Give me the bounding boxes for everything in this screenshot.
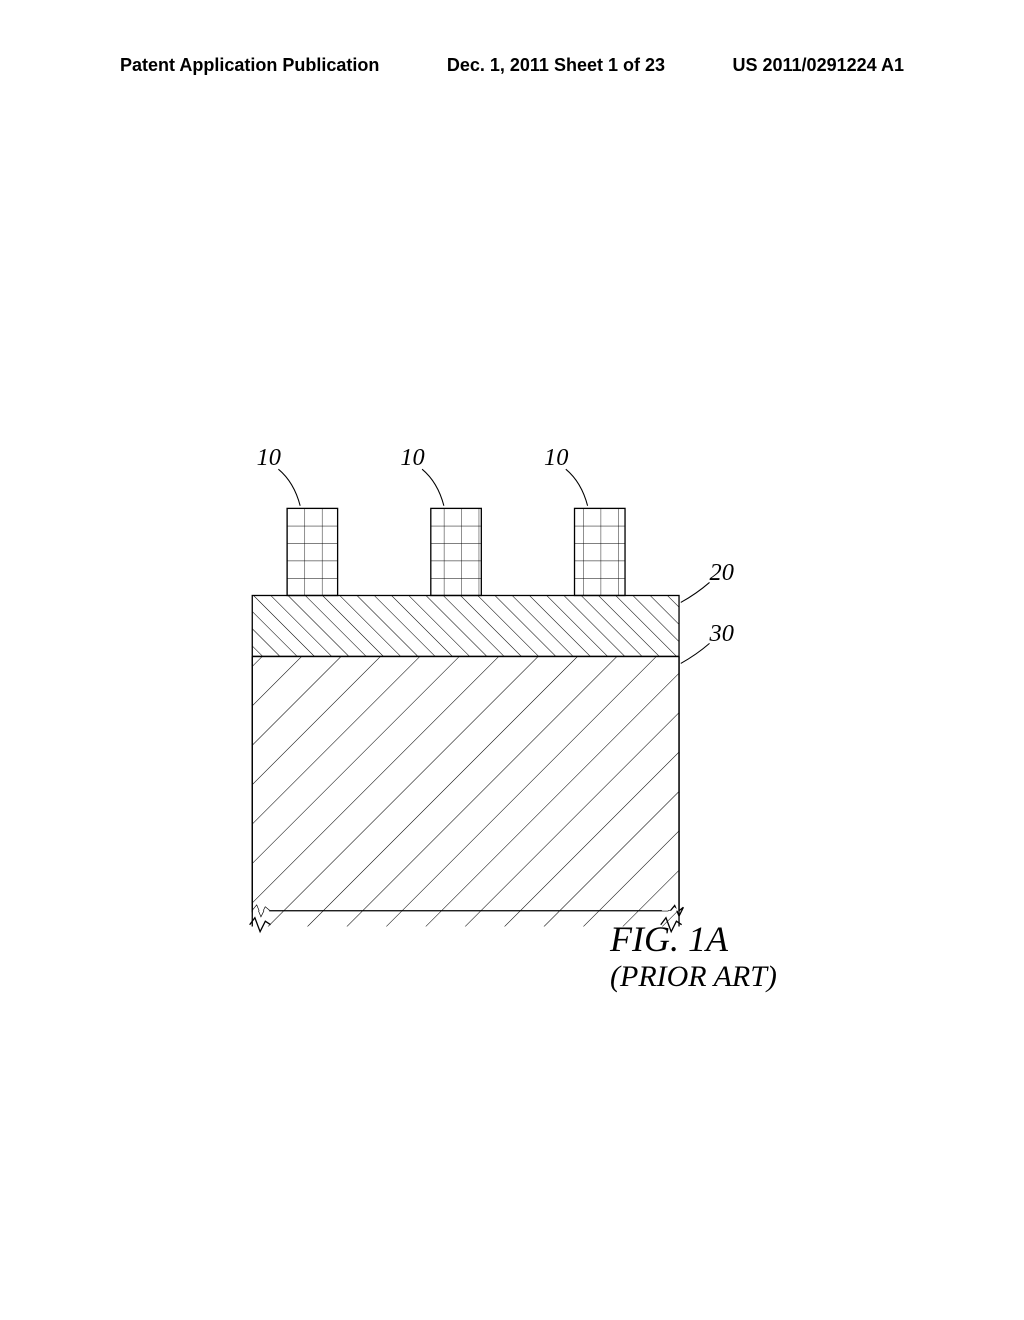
label-10-a: 10 bbox=[257, 444, 281, 471]
substrate-layer bbox=[252, 656, 679, 926]
leader-20 bbox=[681, 582, 710, 602]
leader-30 bbox=[681, 643, 710, 663]
leader-10-a bbox=[278, 469, 300, 506]
leader-10-b bbox=[422, 469, 444, 506]
page-header: Patent Application Publication Dec. 1, 2… bbox=[0, 55, 1024, 76]
caption-title: FIG. 1A bbox=[610, 920, 777, 960]
pillar-1 bbox=[287, 508, 338, 595]
label-10-c: 10 bbox=[544, 444, 568, 471]
header-publication: Patent Application Publication bbox=[120, 55, 379, 76]
pillar-2 bbox=[431, 508, 482, 595]
label-20: 20 bbox=[710, 559, 734, 586]
middle-layer bbox=[252, 595, 679, 656]
label-10-b: 10 bbox=[400, 444, 424, 471]
pillar-3 bbox=[575, 508, 626, 595]
leader-10-c bbox=[566, 469, 588, 506]
caption-subtitle: (PRIOR ART) bbox=[610, 960, 777, 993]
figure-caption: FIG. 1A (PRIOR ART) bbox=[610, 920, 777, 993]
label-30: 30 bbox=[709, 620, 734, 647]
header-date-sheet: Dec. 1, 2011 Sheet 1 of 23 bbox=[447, 55, 665, 76]
header-patent-number: US 2011/0291224 A1 bbox=[733, 55, 904, 76]
